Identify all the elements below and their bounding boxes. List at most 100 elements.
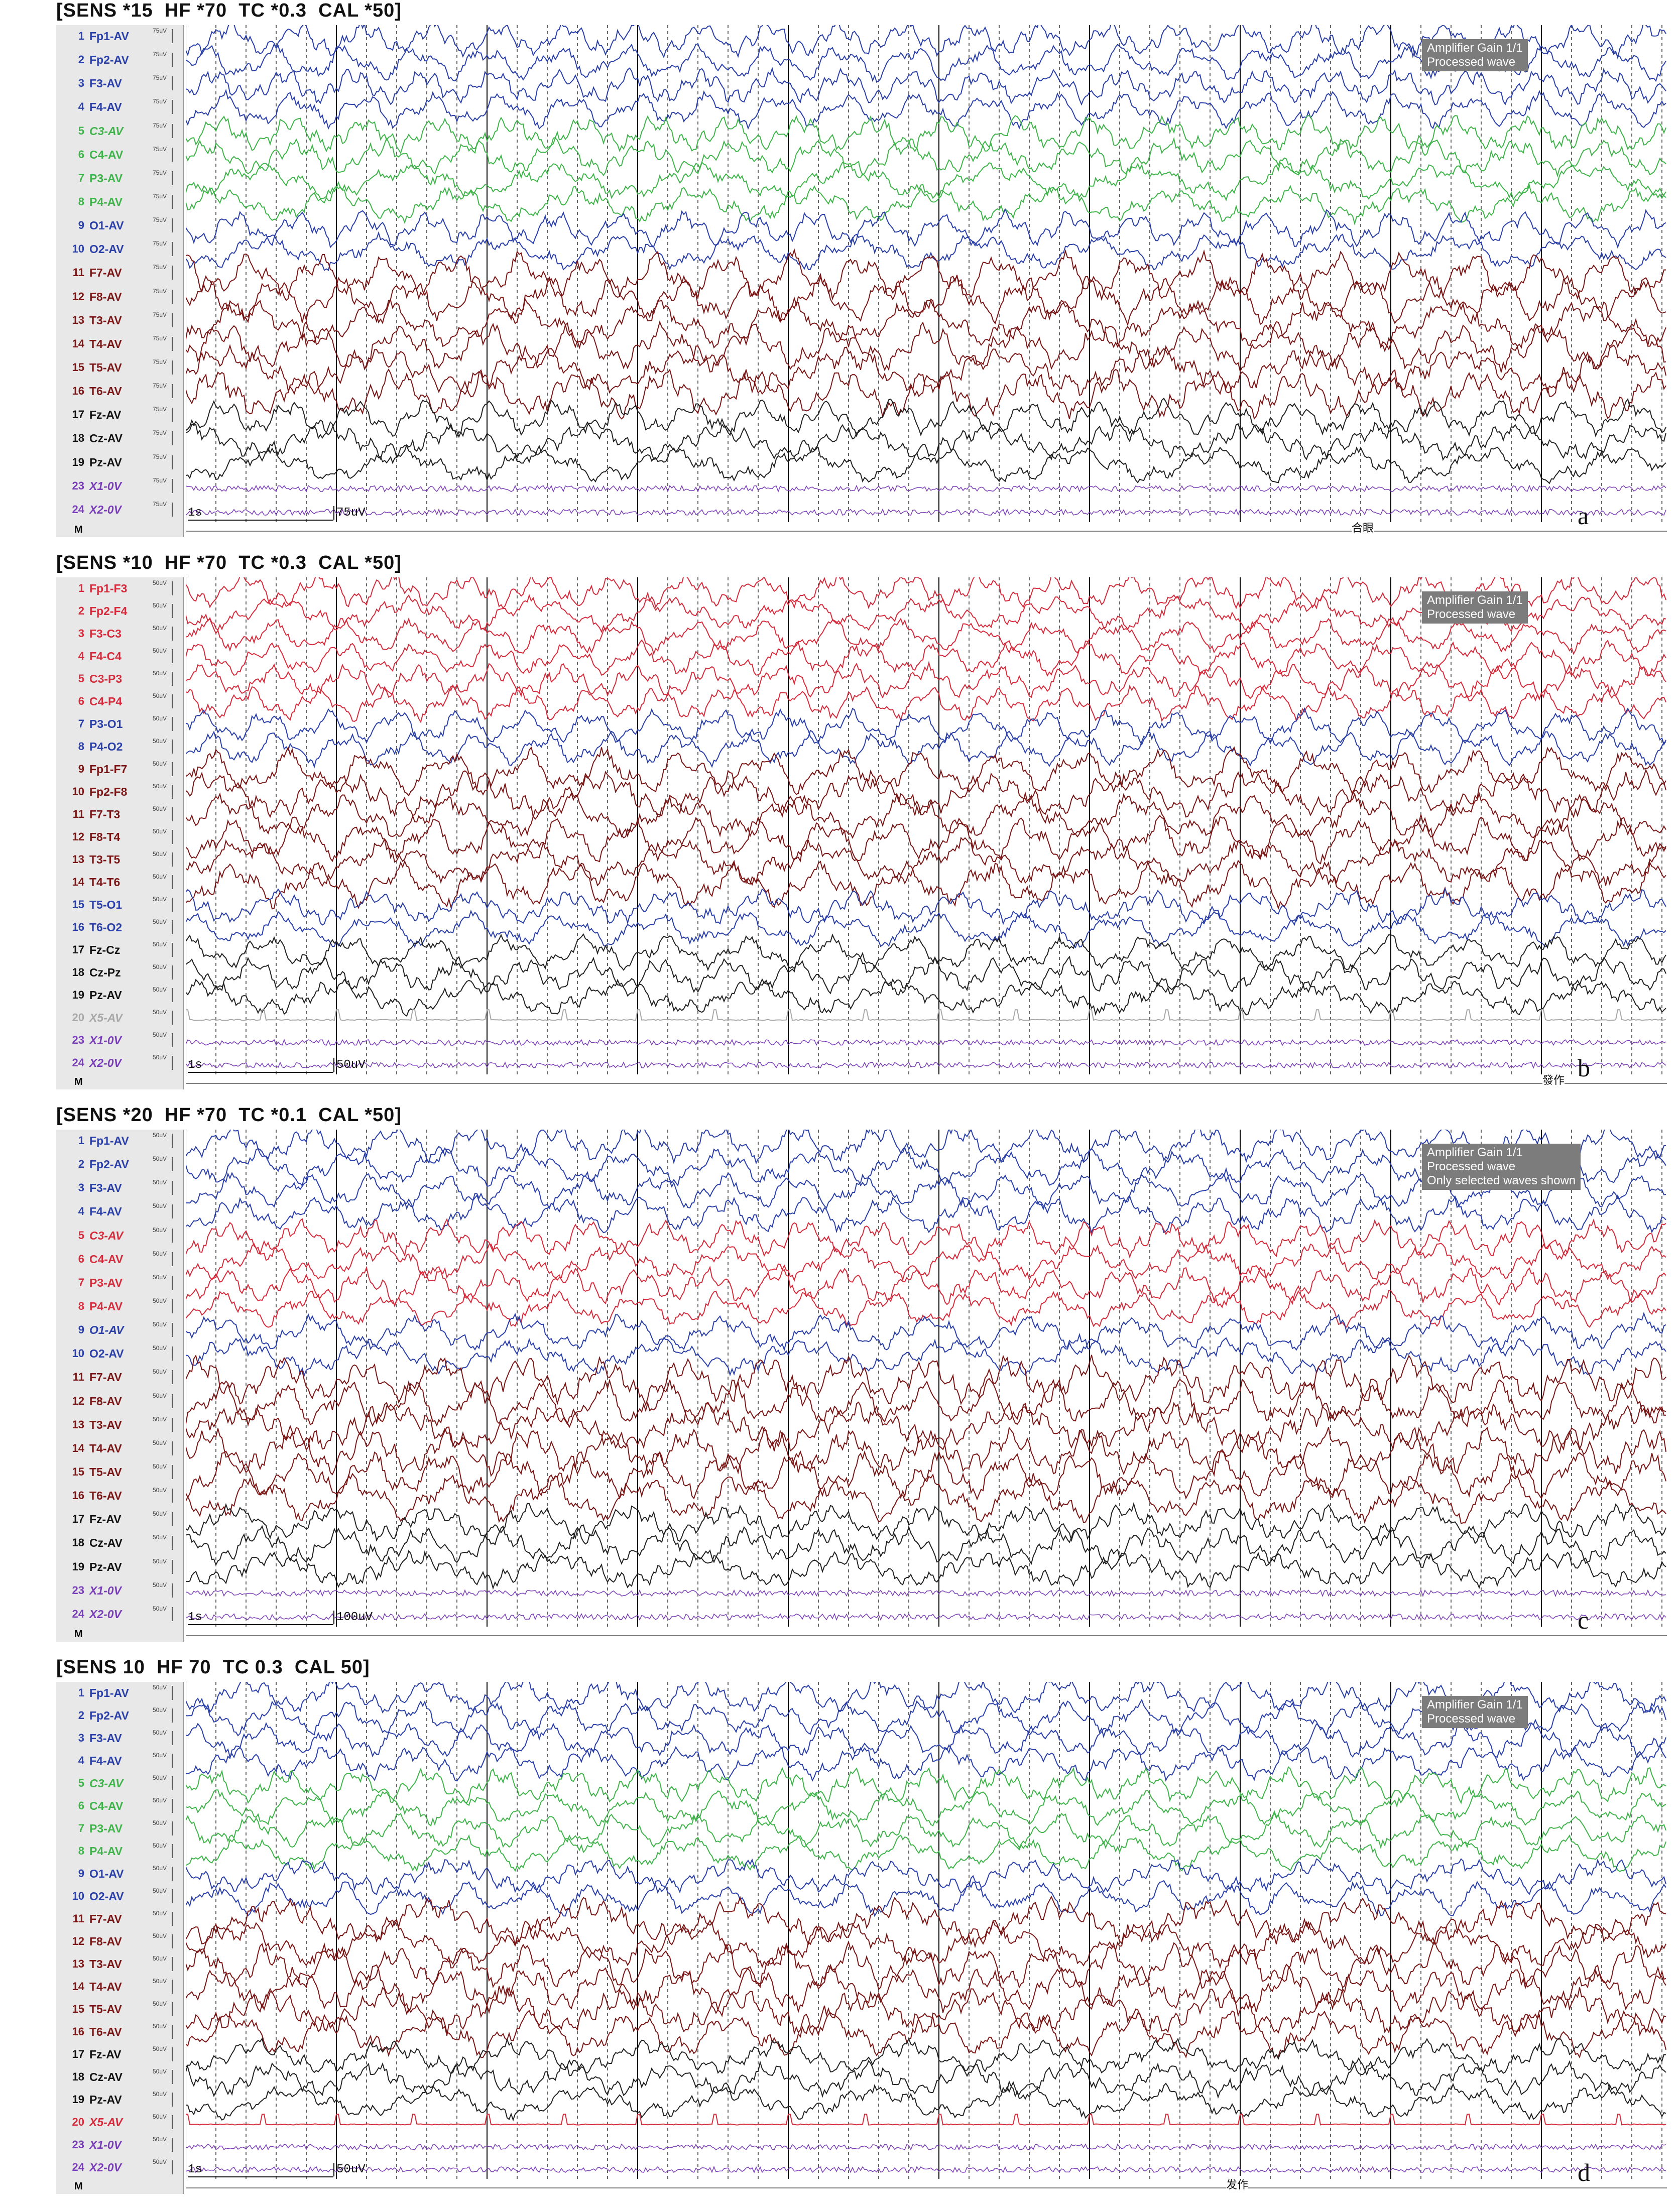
- channel-label-row[interactable]: 6 C4-AV 75uV: [56, 145, 183, 165]
- eeg-trace-canvas[interactable]: [186, 25, 1667, 537]
- channel-label-row[interactable]: 7 P3-AV 75uV: [56, 168, 183, 188]
- channel-label-row[interactable]: 9 O1-AV 75uV: [56, 215, 183, 235]
- channel-label-row[interactable]: 14 T4-T6 50uV: [56, 872, 183, 892]
- channel-label-row[interactable]: 18 Cz-AV 75uV: [56, 428, 183, 448]
- channel-label-row[interactable]: 11 F7-AV 50uV: [56, 1367, 183, 1387]
- channel-label-row[interactable]: 3 F3-AV 75uV: [56, 73, 183, 93]
- channel-label-row[interactable]: 17 Fz-AV 50uV: [56, 2044, 183, 2064]
- channel-label-row[interactable]: 16 T6-AV 50uV: [56, 1486, 183, 1506]
- channel-label-row[interactable]: 10 O2-AV 75uV: [56, 239, 183, 259]
- channel-label-row[interactable]: 9 Fp1-F7 50uV: [56, 759, 183, 779]
- channel-label-row[interactable]: 3 F3-AV 50uV: [56, 1178, 183, 1198]
- channel-label-row[interactable]: 13 T3-AV 75uV: [56, 310, 183, 330]
- channel-label-row[interactable]: 13 T3-AV 50uV: [56, 1415, 183, 1435]
- channel-label-row[interactable]: 13 T3-AV 50uV: [56, 1954, 183, 1974]
- channel-label-row[interactable]: 17 Fz-Cz 50uV: [56, 940, 183, 960]
- channel-label-row[interactable]: 24 X2-0V 50uV: [56, 1053, 183, 1073]
- channel-label-row[interactable]: 13 T3-T5 50uV: [56, 849, 183, 870]
- channel-label-row[interactable]: 1 Fp1-AV 75uV: [56, 26, 183, 46]
- channel-label-row[interactable]: 2 Fp2-F4 50uV: [56, 601, 183, 621]
- channel-label-row[interactable]: 20 X5-AV 50uV: [56, 2112, 183, 2132]
- channel-label-row[interactable]: 10 Fp2-F8 50uV: [56, 782, 183, 802]
- channel-label-row[interactable]: 8 P4-AV 50uV: [56, 1296, 183, 1316]
- eeg-trace-canvas[interactable]: [186, 1130, 1667, 1642]
- channel-label-row[interactable]: 19 Pz-AV 50uV: [56, 1557, 183, 1577]
- channel-number: 8: [78, 1845, 84, 1857]
- channel-label-row[interactable]: 18 Cz-AV 50uV: [56, 2067, 183, 2087]
- eeg-trace-canvas[interactable]: [186, 1682, 1667, 2194]
- channel-label-row[interactable]: 4 F4-C4 50uV: [56, 646, 183, 666]
- channel-sensitivity: 50uV: [153, 647, 167, 654]
- channel-label-row[interactable]: 5 C3-AV 75uV: [56, 121, 183, 141]
- channel-label-row[interactable]: 17 Fz-AV 50uV: [56, 1509, 183, 1529]
- channel-label-row[interactable]: 7 P3-AV 50uV: [56, 1273, 183, 1293]
- channel-label-row[interactable]: 24 X2-0V 50uV: [56, 2157, 183, 2177]
- channel-label-row[interactable]: 14 T4-AV 50uV: [56, 1977, 183, 1997]
- channel-label-row[interactable]: 8 P4-O2 50uV: [56, 737, 183, 757]
- channel-label-row[interactable]: 18 Cz-AV 50uV: [56, 1533, 183, 1553]
- channel-label-row[interactable]: 4 F4-AV 50uV: [56, 1751, 183, 1771]
- scale-bracket-icon: [172, 1559, 178, 1574]
- channel-label-row[interactable]: 2 Fp2-AV 50uV: [56, 1705, 183, 1726]
- channel-label-row[interactable]: 7 P3-AV 50uV: [56, 1818, 183, 1839]
- eeg-trace-canvas[interactable]: [186, 577, 1667, 1089]
- channel-label-row[interactable]: 9 O1-AV 50uV: [56, 1864, 183, 1884]
- channel-label-row[interactable]: 15 T5-AV 75uV: [56, 357, 183, 378]
- channel-label-row[interactable]: 5 C3-AV 50uV: [56, 1773, 183, 1793]
- channel-label-row[interactable]: 15 T5-O1 50uV: [56, 895, 183, 915]
- channel-label-row[interactable]: 23 X1-0V 75uV: [56, 476, 183, 496]
- channel-label-row[interactable]: 16 T6-O2 50uV: [56, 917, 183, 937]
- channel-label-row[interactable]: 6 C4-AV 50uV: [56, 1796, 183, 1816]
- event-annotation[interactable]: 发作: [1226, 2176, 1249, 2192]
- channel-label-row[interactable]: 6 C4-AV 50uV: [56, 1249, 183, 1269]
- channel-label-row[interactable]: 1 Fp1-AV 50uV: [56, 1131, 183, 1151]
- channel-label-row[interactable]: 5 C3-P3 50uV: [56, 669, 183, 689]
- channel-label-row[interactable]: 1 Fp1-F3 50uV: [56, 578, 183, 598]
- channel-label-row[interactable]: 17 Fz-AV 75uV: [56, 405, 183, 425]
- channel-label-row[interactable]: 15 T5-AV 50uV: [56, 1999, 183, 2019]
- scale-bracket-icon: [172, 100, 178, 114]
- channel-sensitivity: 50uV: [153, 1752, 167, 1759]
- channel-label-row[interactable]: 11 F7-AV 75uV: [56, 263, 183, 283]
- event-annotation[interactable]: 發作: [1542, 1071, 1565, 1087]
- channel-label-row[interactable]: 3 F3-C3 50uV: [56, 624, 183, 644]
- channel-label-row[interactable]: 5 C3-AV 50uV: [56, 1226, 183, 1246]
- channel-label-row[interactable]: 4 F4-AV 75uV: [56, 97, 183, 117]
- channel-label-row[interactable]: 23 X1-0V 50uV: [56, 2135, 183, 2155]
- channel-label-row[interactable]: 12 F8-T4 50uV: [56, 827, 183, 847]
- channel-label-row[interactable]: 10 O2-AV 50uV: [56, 1343, 183, 1364]
- channel-label-row[interactable]: 19 Pz-AV 75uV: [56, 452, 183, 472]
- channel-label-row[interactable]: 9 O1-AV 50uV: [56, 1320, 183, 1340]
- channel-label-row[interactable]: 23 X1-0V 50uV: [56, 1030, 183, 1050]
- channel-label-row[interactable]: 2 Fp2-AV 50uV: [56, 1154, 183, 1174]
- channel-label-row[interactable]: 19 Pz-AV 50uV: [56, 985, 183, 1005]
- channel-label-row[interactable]: 3 F3-AV 50uV: [56, 1728, 183, 1748]
- channel-label-row[interactable]: 1 Fp1-AV 50uV: [56, 1683, 183, 1703]
- channel-label-row[interactable]: 24 X2-0V 50uV: [56, 1604, 183, 1624]
- channel-label-row[interactable]: 12 F8-AV 50uV: [56, 1931, 183, 1951]
- channel-label-row[interactable]: 11 F7-T3 50uV: [56, 804, 183, 824]
- channel-label-row[interactable]: 8 P4-AV 75uV: [56, 192, 183, 212]
- channel-label-row[interactable]: 24 X2-0V 75uV: [56, 500, 183, 520]
- channel-label-row[interactable]: 14 T4-AV 50uV: [56, 1438, 183, 1458]
- channel-label-row[interactable]: 8 P4-AV 50uV: [56, 1841, 183, 1861]
- eeg-trace-x1-0v: [186, 484, 1666, 493]
- channel-label-row[interactable]: 11 F7-AV 50uV: [56, 1909, 183, 1929]
- channel-label-row[interactable]: 18 Cz-Pz 50uV: [56, 962, 183, 983]
- channel-label-row[interactable]: 14 T4-AV 75uV: [56, 334, 183, 354]
- channel-label-row[interactable]: 10 O2-AV 50uV: [56, 1886, 183, 1906]
- channel-label-row[interactable]: 7 P3-O1 50uV: [56, 714, 183, 734]
- channel-label-row[interactable]: 16 T6-AV 50uV: [56, 2022, 183, 2042]
- montage-settings-header: [SENS *10 HF *70 TC *0.3 CAL *50]: [56, 552, 402, 573]
- channel-label-row[interactable]: 2 Fp2-AV 75uV: [56, 50, 183, 70]
- channel-label-row[interactable]: 16 T6-AV 75uV: [56, 381, 183, 401]
- channel-label-row[interactable]: 20 X5-AV 50uV: [56, 1008, 183, 1028]
- channel-label-row[interactable]: 12 F8-AV 50uV: [56, 1391, 183, 1411]
- channel-label-row[interactable]: 23 X1-0V 50uV: [56, 1580, 183, 1601]
- channel-label-row[interactable]: 6 C4-P4 50uV: [56, 691, 183, 711]
- event-annotation[interactable]: 合眼: [1352, 519, 1374, 535]
- channel-label-row[interactable]: 19 Pz-AV 50uV: [56, 2090, 183, 2110]
- channel-label-row[interactable]: 4 F4-AV 50uV: [56, 1201, 183, 1221]
- channel-label-row[interactable]: 12 F8-AV 75uV: [56, 287, 183, 307]
- channel-label-row[interactable]: 15 T5-AV 50uV: [56, 1462, 183, 1482]
